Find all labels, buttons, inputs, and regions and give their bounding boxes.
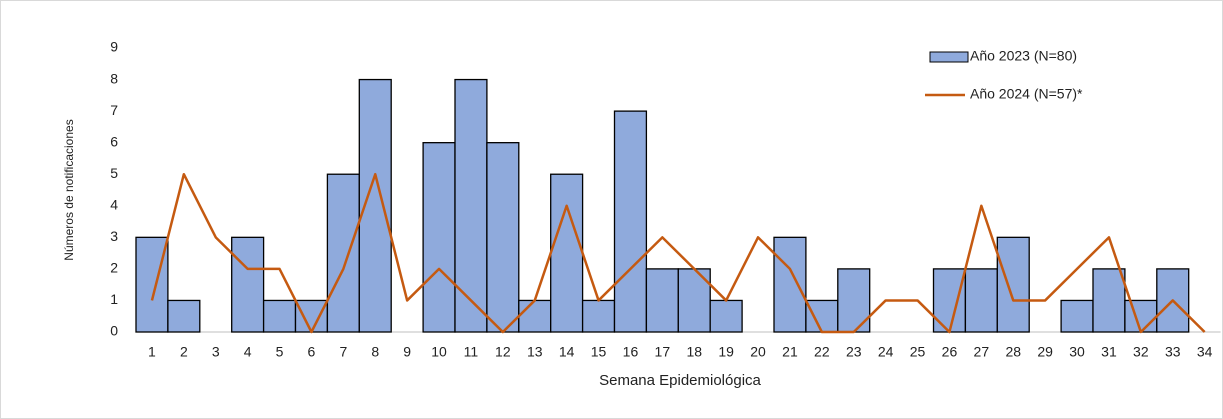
y-tick-label: 1 bbox=[110, 291, 118, 307]
x-tick-label: 12 bbox=[495, 344, 511, 360]
bar bbox=[326, 173, 360, 333]
bar bbox=[294, 299, 329, 333]
x-tick-label: 22 bbox=[814, 344, 830, 360]
legend-swatch bbox=[929, 51, 969, 63]
x-tick-label: 4 bbox=[244, 344, 252, 360]
x-tick-label: 20 bbox=[750, 344, 766, 360]
bar bbox=[518, 299, 552, 333]
bar bbox=[709, 299, 743, 333]
bar bbox=[1092, 268, 1126, 333]
x-tick-label: 23 bbox=[846, 344, 862, 360]
x-tick-label: 34 bbox=[1197, 344, 1213, 360]
x-tick-label: 6 bbox=[308, 344, 316, 360]
bar bbox=[486, 142, 520, 333]
x-tick-label: 10 bbox=[431, 344, 447, 360]
bar bbox=[964, 268, 998, 333]
bar bbox=[581, 299, 616, 333]
bar bbox=[996, 236, 1030, 333]
line bbox=[150, 172, 1206, 334]
y-tick-label: 2 bbox=[110, 260, 118, 276]
x-tick-label: 19 bbox=[718, 344, 734, 360]
y-tick-label: 6 bbox=[110, 133, 118, 149]
y-tick-label: 3 bbox=[110, 228, 118, 244]
x-tick-label: 2 bbox=[180, 344, 188, 360]
x-tick-label: 27 bbox=[974, 344, 990, 360]
x-tick-label: 3 bbox=[212, 344, 220, 360]
x-tick-label: 13 bbox=[527, 344, 543, 360]
y-axis-title: Números de notificaciones bbox=[62, 119, 76, 260]
y-tick-label: 5 bbox=[110, 165, 118, 181]
x-tick-label: 26 bbox=[942, 344, 958, 360]
x-tick-label: 17 bbox=[655, 344, 671, 360]
y-tick-label: 4 bbox=[110, 196, 118, 212]
x-tick-label: 31 bbox=[1101, 344, 1117, 360]
x-tick-label: 1 bbox=[148, 344, 156, 360]
bar bbox=[1060, 299, 1094, 333]
bar bbox=[773, 236, 807, 333]
bar bbox=[1124, 299, 1158, 333]
legend-label: Año 2024 (N=57)* bbox=[970, 86, 1083, 102]
legend-label: Año 2023 (N=80) bbox=[970, 48, 1077, 64]
x-tick-label: 11 bbox=[464, 344, 479, 360]
x-tick-label: 32 bbox=[1133, 344, 1149, 360]
x-tick-label: 18 bbox=[686, 344, 702, 360]
x-tick-label: 28 bbox=[1005, 344, 1021, 360]
bar bbox=[805, 299, 839, 333]
y-tick-label: 7 bbox=[110, 102, 118, 118]
y-tick-label: 9 bbox=[110, 39, 118, 55]
x-tick-label: 7 bbox=[339, 344, 347, 360]
x-tick-label: 24 bbox=[878, 344, 894, 360]
x-tick-label: 30 bbox=[1069, 344, 1085, 360]
bar bbox=[550, 173, 584, 333]
x-tick-label: 16 bbox=[623, 344, 639, 360]
x-axis-title: Semana Epidemiológica bbox=[599, 372, 761, 389]
x-tick-label: 33 bbox=[1165, 344, 1181, 360]
bar bbox=[645, 268, 679, 333]
x-tick-label: 14 bbox=[559, 344, 575, 360]
x-tick-label: 9 bbox=[403, 344, 411, 360]
bar bbox=[262, 299, 297, 333]
x-tick-label: 25 bbox=[910, 344, 926, 360]
x-tick-label: 15 bbox=[591, 344, 607, 360]
bar bbox=[135, 236, 169, 333]
bar bbox=[167, 299, 201, 333]
x-tick-label: 8 bbox=[371, 344, 379, 360]
x-tick-label: 21 bbox=[782, 344, 798, 360]
y-tick-label: 0 bbox=[110, 323, 118, 339]
bar bbox=[231, 236, 265, 333]
x-tick-label: 29 bbox=[1037, 344, 1053, 360]
bar bbox=[422, 142, 456, 333]
bar bbox=[454, 78, 488, 333]
x-tick-label: 5 bbox=[276, 344, 284, 360]
y-tick-label: 8 bbox=[110, 70, 118, 86]
bar bbox=[613, 110, 648, 333]
